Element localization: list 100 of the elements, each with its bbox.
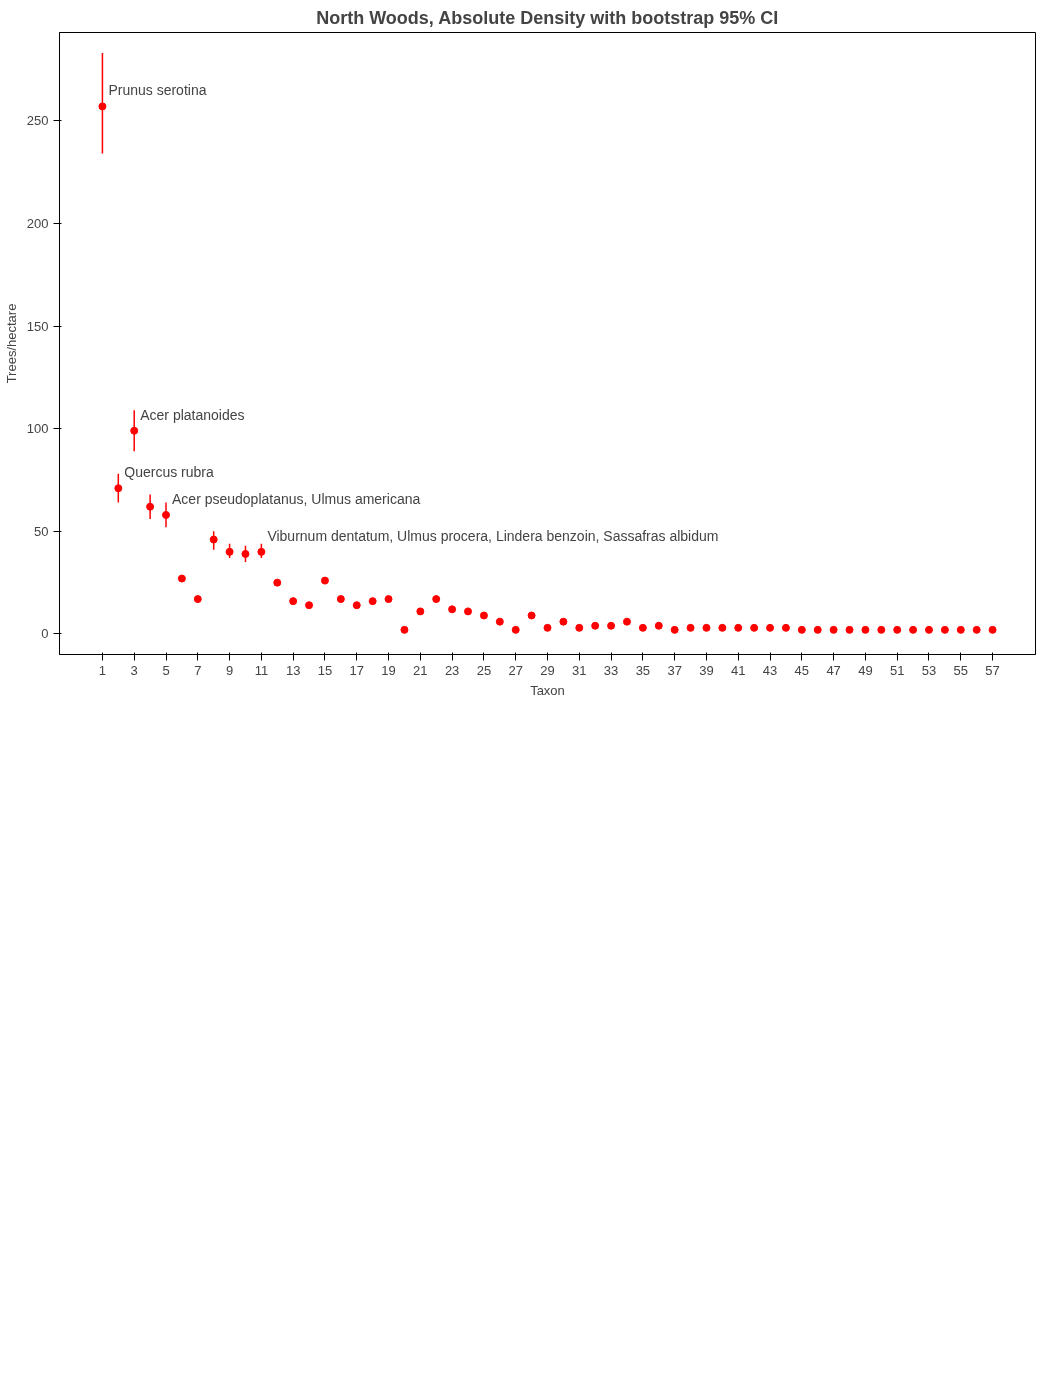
point xyxy=(750,623,759,632)
point xyxy=(400,625,409,634)
x-tick-label: 29 xyxy=(540,662,555,678)
point xyxy=(273,578,282,587)
point xyxy=(940,625,949,634)
point xyxy=(543,623,552,632)
point xyxy=(432,595,441,604)
x-tick-label: 53 xyxy=(921,662,937,678)
point xyxy=(479,611,488,620)
point xyxy=(988,625,997,634)
point xyxy=(781,623,790,632)
point xyxy=(829,625,838,634)
x-tick-label: 47 xyxy=(826,662,841,678)
y-tick-label: 50 xyxy=(34,523,49,539)
point xyxy=(146,502,155,511)
point xyxy=(162,510,170,519)
x-tick-label: 57 xyxy=(985,662,1000,678)
point xyxy=(861,625,870,634)
point xyxy=(241,549,250,558)
point xyxy=(320,576,329,585)
y-tick-label: 150 xyxy=(26,318,49,334)
point xyxy=(813,625,822,634)
y-tick-label: 200 xyxy=(26,215,49,231)
point xyxy=(130,426,139,435)
point xyxy=(670,625,679,634)
point xyxy=(559,617,568,626)
point xyxy=(797,625,806,634)
point xyxy=(495,617,504,626)
annotation: Prunus serotina xyxy=(108,82,207,99)
point xyxy=(464,607,473,616)
y-tick-label: 0 xyxy=(41,626,49,642)
point xyxy=(702,623,711,632)
x-tick-label: 35 xyxy=(635,662,651,678)
point xyxy=(193,595,202,604)
point xyxy=(305,601,314,610)
point xyxy=(909,625,918,634)
point xyxy=(114,484,123,493)
x-tick-label: 15 xyxy=(317,662,333,678)
x-tick-label: 31 xyxy=(572,662,587,678)
x-tick-label: 19 xyxy=(381,662,396,678)
point xyxy=(591,621,600,630)
point xyxy=(638,623,647,632)
point xyxy=(384,595,393,604)
chart-title: North Woods, Absolute Density with bootstrap 95% CI xyxy=(316,7,779,28)
point xyxy=(925,625,933,634)
x-tick-label: 37 xyxy=(667,662,682,678)
x-tick-label: 55 xyxy=(953,662,969,678)
point xyxy=(893,625,902,634)
point xyxy=(575,623,584,632)
point xyxy=(352,601,361,610)
x-tick-label: 3 xyxy=(130,662,138,678)
x-tick-label: 7 xyxy=(194,662,202,678)
x-tick-label: 5 xyxy=(162,662,170,678)
point xyxy=(257,547,266,556)
point xyxy=(734,623,743,632)
point xyxy=(225,547,234,556)
x-tick-label: 1 xyxy=(98,662,107,678)
y-axis-title: Trees/hectare xyxy=(3,303,19,384)
x-tick-label: 21 xyxy=(413,662,428,678)
x-tick-label: 11 xyxy=(254,662,269,678)
point xyxy=(289,597,298,606)
point xyxy=(718,623,727,632)
point xyxy=(416,607,425,616)
point xyxy=(511,625,520,634)
point xyxy=(766,623,775,632)
y-tick-label: 250 xyxy=(26,113,49,129)
annotation: Acer pseudoplatanus, Ulmus americana xyxy=(172,490,421,507)
point xyxy=(98,102,107,111)
x-tick-label: 13 xyxy=(285,662,301,678)
x-tick-label: 49 xyxy=(858,662,873,678)
point xyxy=(527,611,536,620)
x-tick-label: 9 xyxy=(225,662,234,678)
x-tick-label: 27 xyxy=(508,662,523,678)
point xyxy=(209,535,218,544)
annotation: Acer platanoides xyxy=(140,406,245,423)
point xyxy=(972,625,981,634)
point xyxy=(448,605,457,614)
point xyxy=(686,623,695,632)
annotation: Quercus rubra xyxy=(124,464,215,481)
point xyxy=(877,625,886,634)
point xyxy=(845,625,854,634)
annotation: Viburnum dentatum, Ulmus procera, Lindera benzoin, Sassafras albidum xyxy=(267,527,719,544)
x-tick-label: 43 xyxy=(762,662,778,678)
x-tick-label: 51 xyxy=(889,662,905,678)
point xyxy=(177,574,186,583)
point xyxy=(368,597,377,606)
point xyxy=(336,595,345,604)
x-tick-label: 25 xyxy=(476,662,492,678)
point xyxy=(654,621,663,630)
point xyxy=(622,617,631,626)
x-tick-label: 17 xyxy=(349,662,364,678)
y-tick-label: 100 xyxy=(26,421,49,437)
x-tick-label: 39 xyxy=(699,662,714,678)
x-tick-label: 41 xyxy=(731,662,746,678)
x-tick-label: 23 xyxy=(444,662,460,678)
point xyxy=(607,621,616,630)
x-axis-title: Taxon xyxy=(530,682,565,698)
x-tick-label: 45 xyxy=(794,662,810,678)
point xyxy=(956,625,965,634)
x-tick-label: 33 xyxy=(603,662,619,678)
